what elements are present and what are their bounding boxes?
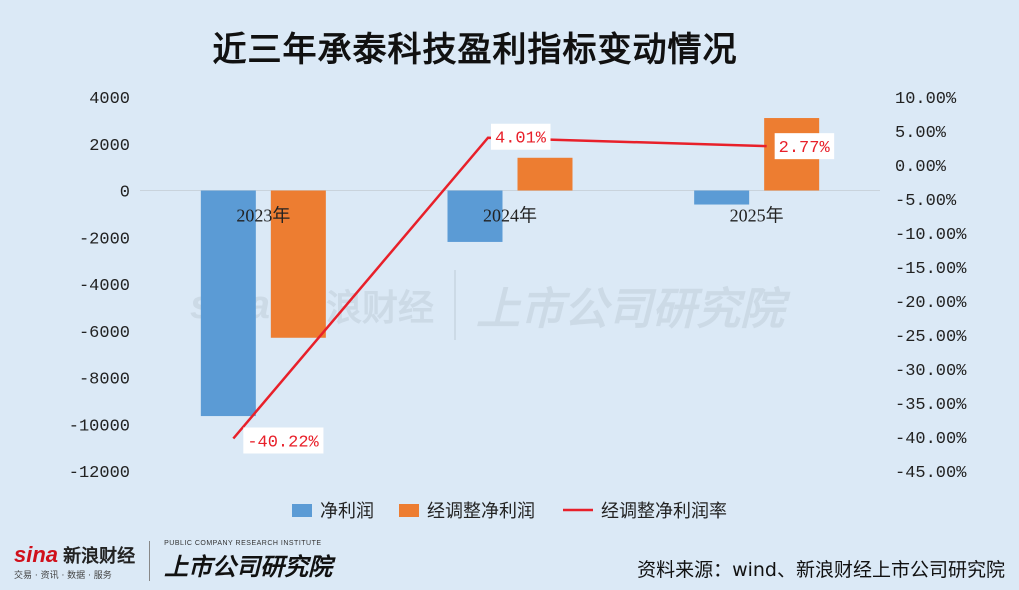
left-axis-tick: -2000: [79, 230, 130, 249]
logo-divider: [149, 541, 151, 581]
sina-logo-tagline: 交易 · 资讯 · 数据 · 服务: [14, 570, 112, 581]
left-axis-tick: -8000: [79, 371, 130, 390]
data-label-margin: -40.22%: [247, 433, 319, 452]
right-axis-tick: -15.00%: [895, 260, 967, 279]
sina-logo-mark: sina: [14, 541, 59, 567]
source-note: 资料来源：wind、新浪财经上市公司研究院: [637, 559, 1005, 581]
legend-label: 净利润: [320, 501, 374, 522]
left-axis-tick: -12000: [69, 464, 130, 483]
right-axis-tick: -5.00%: [895, 192, 957, 211]
left-axis-tick: 4000: [89, 90, 130, 109]
legend-label: 经调整净利润率: [601, 501, 727, 522]
right-axis-tick: 10.00%: [895, 90, 957, 109]
left-axis-tick: -6000: [79, 324, 130, 343]
bar-net-profit: [694, 190, 750, 205]
category-label: 2024年: [483, 206, 537, 226]
sina-logo-name: 新浪财经: [63, 545, 136, 567]
institute-logo-subtitle: PUBLIC COMPANY RESEARCH INSTITUTE: [164, 540, 322, 547]
data-label-margin: 4.01%: [495, 130, 547, 149]
right-axis-tick: -45.00%: [895, 464, 967, 483]
chart-title: 近三年承泰科技盈利指标变动情况: [212, 30, 738, 70]
left-axis-tick: 0: [120, 184, 130, 203]
right-axis-tick: -40.00%: [895, 430, 967, 449]
left-axis-tick: 2000: [89, 137, 130, 156]
margin-line: [232, 136, 767, 440]
bar-net-profit: [447, 190, 503, 242]
right-axis-tick: 5.00%: [895, 124, 947, 143]
bar-adj-net-profit: [517, 157, 573, 191]
left-axis-tick: -4000: [79, 277, 130, 296]
left-axis-tick: -10000: [69, 417, 130, 436]
institute-logo-name: 上市公司研究院: [164, 552, 333, 581]
right-axis-tick: -20.00%: [895, 294, 967, 313]
category-label: 2023年: [236, 206, 290, 226]
legend-swatch: [399, 504, 419, 517]
bar-net-profit: [200, 190, 256, 417]
data-label-box: [491, 123, 551, 150]
legend-swatch: [292, 504, 312, 517]
data-label-box: [243, 427, 324, 454]
data-label-margin: 2.77%: [779, 139, 831, 158]
legend-label: 经调整净利润: [427, 501, 535, 522]
bar-adj-net-profit: [270, 190, 326, 338]
right-axis-tick: -30.00%: [895, 362, 967, 381]
right-axis-tick: -10.00%: [895, 226, 967, 245]
right-axis-tick: -25.00%: [895, 328, 967, 347]
category-label: 2025年: [730, 206, 784, 226]
data-label-box: [774, 133, 835, 160]
right-axis-tick: -35.00%: [895, 396, 967, 415]
footer-logo: sina 新浪财经 交易 · 资讯 · 数据 · 服务 PUBLIC COMPA…: [14, 540, 332, 582]
right-axis-tick: 0.00%: [895, 158, 947, 177]
